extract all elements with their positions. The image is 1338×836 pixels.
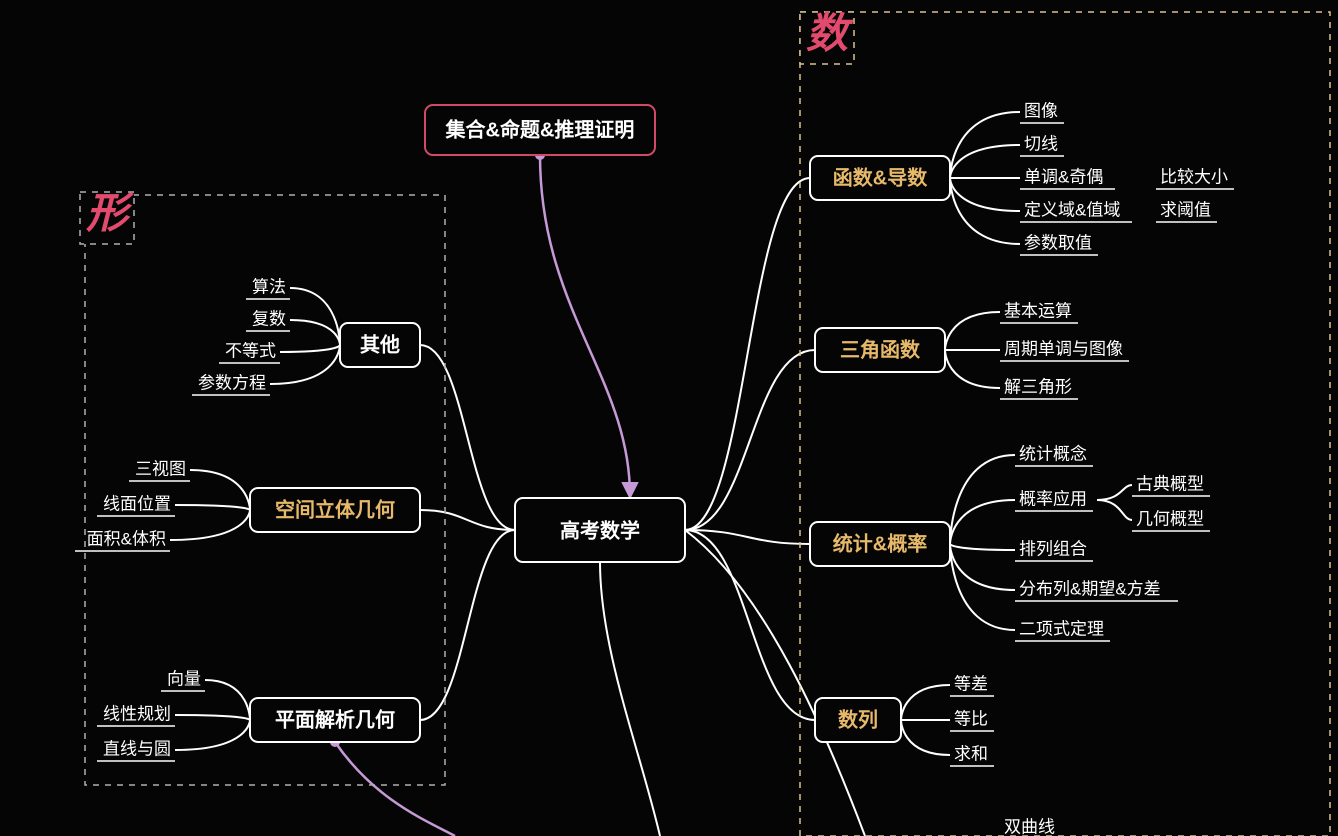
- edge-func-leaf-1: [950, 145, 1020, 178]
- edge-center-other: [420, 345, 515, 530]
- edge-solid-leaf-1: [175, 505, 250, 510]
- edge-other-leaf-2: [280, 345, 340, 352]
- leaf-seq-0: 等差: [954, 674, 988, 693]
- edge-sub-stat-1-1: [1097, 500, 1132, 520]
- edge-center-offscreen-1: [685, 530, 865, 836]
- node-label-other: 其他: [360, 332, 400, 356]
- subleaf-stat-1-1: 几何概型: [1136, 509, 1204, 528]
- edge-solid-leaf-0: [190, 470, 250, 510]
- node-label-seq: 数列: [838, 707, 878, 731]
- edge-trig-leaf-0: [945, 312, 1000, 350]
- edge-other-leaf-0: [290, 288, 340, 345]
- edge-center-analytic: [420, 530, 515, 720]
- leaf-other-0: 算法: [252, 277, 286, 296]
- edge-func-leaf-3: [950, 178, 1020, 211]
- edge-center-seq: [685, 530, 815, 720]
- leaf-trig-0: 基本运算: [1004, 301, 1072, 320]
- edge-stat-leaf-4: [950, 544, 1015, 630]
- leaf-func-3: 定义域&值域: [1024, 200, 1120, 219]
- leaf-extra-func-2: 比较大小: [1160, 167, 1228, 186]
- node-label-func: 函数&导数: [833, 165, 928, 189]
- edge-analytic-leaf-1: [175, 715, 250, 720]
- edge-center-trig: [685, 350, 815, 530]
- node-label-stat: 统计&概率: [833, 531, 927, 555]
- leaf-trig-2: 解三角形: [1004, 377, 1072, 396]
- leaf-func-2: 单调&奇偶: [1024, 167, 1103, 186]
- edge-trig-leaf-2: [945, 350, 1000, 388]
- node-label-solid: 空间立体几何: [275, 497, 395, 521]
- leaf-extra_bottom-0: 双曲线: [1004, 817, 1055, 836]
- edge-analytic-leaf-0: [205, 680, 250, 720]
- leaf-stat-0: 统计概念: [1019, 443, 1087, 463]
- group-title-shu: 数: [806, 12, 854, 58]
- leaf-stat-4: 二项式定理: [1019, 619, 1104, 638]
- leaf-stat-1: 概率应用: [1019, 489, 1087, 508]
- node-label-trig: 三角函数: [840, 337, 921, 361]
- leaf-other-3: 参数方程: [198, 373, 266, 392]
- edge-analytic-leaf-2: [175, 720, 250, 750]
- edge-center-offscreen-2: [600, 562, 660, 836]
- edge-center-func: [685, 178, 810, 530]
- edge-sub-stat-1-0: [1097, 485, 1132, 500]
- leaf-other-1: 复数: [252, 309, 286, 328]
- edge-stat-leaf-2: [950, 544, 1015, 550]
- leaf-solid-1: 线面位置: [103, 494, 171, 513]
- mindmap-canvas: 形 数 高考数学 集合&命题&推理证明其他空间立体几何平面解析几何 函数&导数三角函数…: [0, 0, 1338, 836]
- leaf-func-0: 图像: [1024, 101, 1058, 120]
- leaf-solid-0: 三视图: [135, 459, 186, 478]
- top-node-label: 集合&命题&推理证明: [445, 117, 635, 141]
- leaf-func-4: 参数取值: [1024, 233, 1092, 252]
- leaf-func-1: 切线: [1024, 134, 1058, 153]
- edge-seq-leaf-2: [901, 720, 950, 755]
- group-title-xing: 形: [86, 192, 134, 238]
- edge-other-leaf-1: [290, 320, 340, 345]
- edge-solid-leaf-2: [170, 510, 250, 540]
- subleaf-stat-1-0: 古典概型: [1136, 474, 1204, 493]
- leaf-stat-2: 排列组合: [1019, 539, 1087, 558]
- center-node-label: 高考数学: [560, 518, 640, 542]
- edge-stat-leaf-1: [950, 500, 1015, 544]
- node-label-analytic: 平面解析几何: [275, 707, 395, 731]
- edge-seq-leaf-0: [901, 685, 950, 720]
- leaf-trig-1: 周期单调与图像: [1004, 339, 1123, 358]
- leaf-seq-2: 求和: [954, 744, 988, 763]
- leaf-solid-2: 面积&体积: [87, 529, 166, 548]
- leaf-analytic-1: 线性规划: [103, 704, 171, 723]
- edge-center-solid: [420, 510, 515, 530]
- leaf-analytic-0: 向量: [167, 669, 201, 688]
- leaf-analytic-2: 直线与圆: [103, 739, 171, 758]
- leaf-other-2: 不等式: [225, 341, 276, 360]
- leaf-stat-3: 分布列&期望&方差: [1019, 579, 1161, 598]
- leaf-extra-func-3: 求阈值: [1160, 200, 1211, 219]
- leaf-seq-1: 等比: [954, 709, 988, 728]
- edge-top-to-center: [540, 155, 630, 496]
- edge-analytic-down: [335, 742, 455, 836]
